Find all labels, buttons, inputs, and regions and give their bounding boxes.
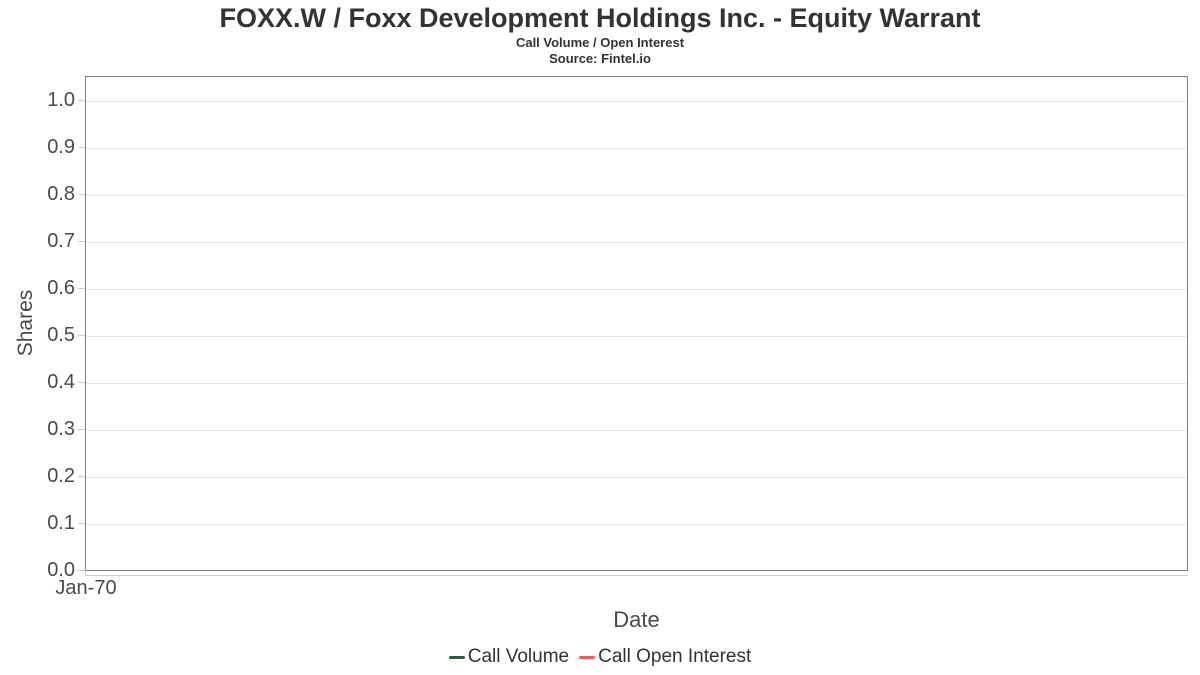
y-axis-tick-label: 0.6 bbox=[47, 277, 75, 299]
legend: Call Volume Call Open Interest bbox=[0, 645, 1200, 669]
y-axis-tick-label: 0.0 bbox=[47, 559, 75, 581]
y-axis-tick-label: 0.2 bbox=[47, 465, 75, 487]
y-axis-tick-mark bbox=[78, 429, 85, 430]
y-axis-tick-label: 0.7 bbox=[47, 230, 75, 252]
x-axis-title: Date bbox=[613, 607, 660, 632]
legend-label: Call Open Interest bbox=[598, 646, 752, 667]
y-axis-tick-label: 0.8 bbox=[47, 183, 75, 205]
y-axis-title: Shares bbox=[14, 289, 37, 357]
x-axis-tick-mark bbox=[85, 570, 86, 576]
gridline bbox=[86, 195, 1187, 196]
gridline bbox=[86, 383, 1187, 384]
gridline bbox=[86, 289, 1187, 290]
gridline bbox=[86, 430, 1187, 431]
legend-item[interactable]: Call Open Interest bbox=[579, 645, 751, 669]
y-axis-tick-mark bbox=[78, 288, 85, 289]
y-axis-tick-label: 0.5 bbox=[47, 324, 75, 346]
y-axis-tick-mark bbox=[78, 523, 85, 524]
y-axis-tick-label: 0.9 bbox=[47, 136, 75, 158]
y-axis-tick-mark bbox=[78, 476, 85, 477]
x-axis-line bbox=[85, 575, 1188, 576]
legend-item[interactable]: Call Volume bbox=[448, 645, 570, 669]
legend-label: Call Volume bbox=[467, 646, 570, 667]
y-axis-tick-mark bbox=[78, 570, 85, 571]
chart-title: FOXX.W / Foxx Development Holdings Inc. … bbox=[219, 3, 981, 33]
y-axis-tick-mark bbox=[78, 382, 85, 383]
x-axis-tick-label: Jan-70 bbox=[55, 577, 117, 599]
gridline bbox=[86, 336, 1187, 337]
gridline bbox=[86, 524, 1187, 525]
gridline bbox=[86, 242, 1187, 243]
chart-subtitle: Call Volume / Open Interest bbox=[515, 35, 685, 50]
y-axis-tick-mark bbox=[78, 194, 85, 195]
y-axis-tick-label: 0.1 bbox=[47, 512, 75, 534]
y-axis-tick-mark bbox=[78, 147, 85, 148]
y-axis-tick-label: 0.4 bbox=[47, 371, 75, 393]
y-axis-tick-label: 1.0 bbox=[47, 89, 75, 111]
gridline bbox=[86, 477, 1187, 478]
y-axis-tick-label: 0.3 bbox=[47, 418, 75, 440]
chart-source-credit: Source: Fintel.io bbox=[549, 51, 651, 66]
plot-area bbox=[85, 76, 1188, 571]
y-axis-tick-mark bbox=[78, 335, 85, 336]
y-axis-tick-mark bbox=[78, 100, 85, 101]
gridline bbox=[86, 148, 1187, 149]
y-axis-tick-mark bbox=[78, 241, 85, 242]
legend-line-icon bbox=[448, 655, 465, 659]
gridline bbox=[86, 101, 1187, 102]
legend-line-icon bbox=[579, 655, 596, 659]
